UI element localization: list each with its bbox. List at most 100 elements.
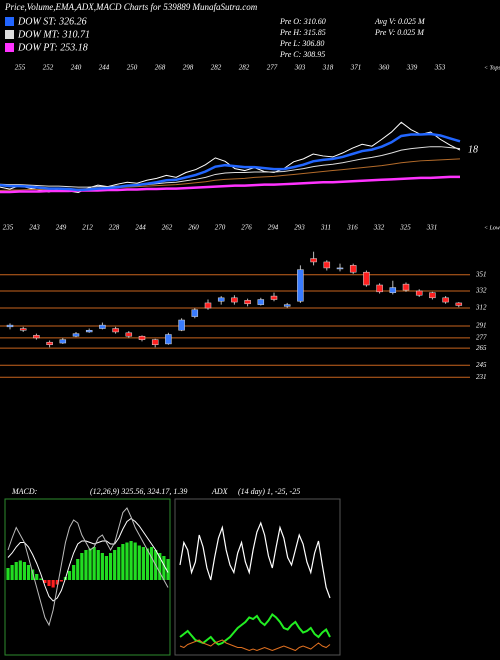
low-label: 235: [3, 224, 14, 232]
histogram-bar: [92, 547, 96, 580]
top-label: 277: [267, 64, 278, 72]
adx-params: (14 day) 1, -25, -25: [238, 487, 300, 496]
low-label: 270: [215, 224, 226, 232]
candle-body: [6, 324, 14, 328]
low-label: 249: [56, 224, 67, 232]
candle-body: [297, 269, 304, 302]
level-label: 265: [476, 344, 487, 352]
candle-body: [310, 258, 317, 263]
histogram-bar: [72, 565, 76, 580]
histogram-bar: [145, 548, 150, 580]
histogram-bar: [55, 580, 59, 585]
tops-label: < Tops: [484, 65, 500, 71]
candle-body: [415, 290, 423, 296]
top-label: 252: [43, 64, 54, 72]
histogram-bar: [100, 553, 104, 580]
histogram-bar: [76, 559, 80, 580]
level-label: 312: [475, 304, 487, 312]
low-label: 228: [109, 224, 120, 232]
candle-body: [165, 334, 172, 345]
candle-body: [283, 304, 291, 307]
top-label: 339: [406, 64, 418, 72]
plus-di-line: [179, 613, 331, 646]
low-label: 293: [294, 224, 305, 232]
candle-body: [217, 297, 225, 302]
low-label: 243: [29, 224, 40, 232]
price-info: Pre H: 315.85: [279, 28, 326, 37]
low-label: 260: [188, 224, 199, 232]
candle-body: [178, 319, 185, 331]
top-label: 282: [239, 64, 250, 72]
price-info: Pre O: 310.60: [279, 17, 326, 26]
top-label: 360: [378, 64, 390, 72]
low-label: 276: [241, 224, 252, 232]
candle-body: [19, 328, 27, 331]
top-label: 282: [211, 64, 222, 72]
macd-params: (12,26,9) 325.56, 324.17, 1.39: [90, 487, 187, 496]
top-label: 244: [99, 64, 110, 72]
top-label: 371: [350, 64, 362, 72]
candle-body: [99, 324, 106, 329]
top-label: 268: [155, 64, 166, 72]
candle-body: [402, 283, 410, 291]
top-label: 303: [294, 64, 306, 72]
histogram-bar: [117, 547, 121, 580]
histogram-bar: [88, 548, 92, 580]
histogram-bar: [108, 553, 113, 580]
histogram-bar: [67, 571, 72, 580]
candle-body: [33, 335, 40, 339]
histogram-bar: [96, 550, 100, 580]
annotation: 18: [468, 144, 478, 155]
legend-label: DOW PT: 253.18: [17, 42, 88, 53]
candle-body: [429, 292, 436, 299]
candle-body: [125, 332, 133, 337]
top-label: 255: [15, 64, 26, 72]
candle-body: [231, 297, 238, 303]
candle-body: [191, 309, 199, 317]
candle-body: [442, 297, 449, 303]
histogram-bar: [166, 559, 170, 580]
top-label: 250: [127, 64, 138, 72]
level-label: 277: [476, 334, 487, 342]
low-label: 331: [426, 224, 438, 232]
macd-line: [7, 507, 169, 627]
adx-frame: [174, 498, 341, 656]
candle-body: [151, 339, 159, 346]
candle-body: [204, 302, 212, 309]
histogram-bar: [149, 547, 154, 580]
low-label: 332: [373, 224, 385, 232]
histogram-bar: [6, 568, 10, 580]
histogram-bar: [162, 556, 166, 580]
legend-swatch: [5, 17, 14, 26]
legend-label: DOW MT: 310.71: [17, 29, 90, 40]
legend-label: DOW ST: 326.26: [17, 16, 87, 27]
signal-line: [7, 517, 169, 602]
histogram-bar: [22, 562, 27, 580]
minus-di-line: [179, 639, 331, 652]
histogram-bar: [47, 580, 51, 586]
volume-info: Avg V: 0.025 M: [374, 17, 426, 26]
level-label: 332: [475, 287, 487, 295]
title: Price,Volume,EMA,ADX,MACD Charts for 539…: [4, 2, 258, 12]
ema-line: [0, 121, 461, 193]
top-label: 353: [434, 64, 446, 72]
histogram-bar: [84, 550, 88, 580]
macd-frame: [4, 498, 171, 656]
histogram-bar: [39, 578, 43, 580]
low-label: 212: [82, 224, 93, 232]
candle-body: [376, 284, 383, 293]
candle-body: [85, 329, 93, 333]
candle-body: [244, 300, 251, 305]
histogram-bar: [137, 545, 141, 580]
histogram-bar: [35, 574, 39, 580]
legend-swatch: [5, 30, 14, 39]
candle-body: [270, 295, 278, 300]
histogram-bar: [10, 565, 14, 580]
histogram-bar: [59, 580, 63, 582]
histogram-bar: [113, 550, 117, 580]
level-label: 351: [475, 270, 487, 278]
macd-title: MACD:: [11, 487, 38, 496]
candle-body: [389, 287, 397, 293]
